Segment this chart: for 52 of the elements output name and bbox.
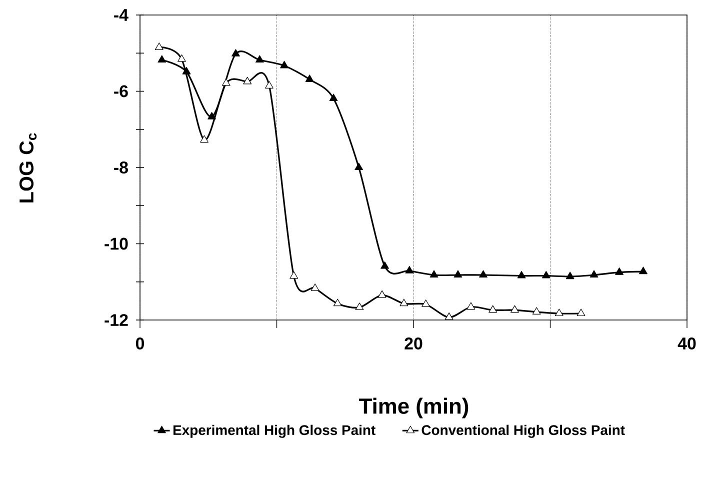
point — [517, 270, 526, 278]
point — [305, 74, 314, 82]
point — [566, 272, 574, 280]
point — [615, 268, 624, 275]
y-tick-label: -4 — [114, 9, 128, 21]
point — [232, 49, 240, 56]
point — [405, 266, 414, 274]
point — [243, 76, 252, 84]
point — [182, 66, 191, 74]
x-tick-label: 0 — [136, 338, 144, 350]
point — [222, 78, 230, 86]
point — [454, 270, 462, 278]
x-tick-label: 40 — [678, 338, 696, 350]
point — [576, 308, 586, 316]
point — [378, 290, 386, 298]
point — [333, 298, 342, 306]
point — [355, 302, 364, 310]
point — [200, 135, 208, 143]
point — [380, 261, 389, 269]
point — [310, 284, 320, 291]
point — [590, 270, 598, 278]
point — [158, 55, 166, 63]
point — [554, 308, 564, 316]
point — [488, 305, 498, 313]
y-tick-label: -8 — [114, 161, 128, 174]
point — [178, 54, 186, 62]
point — [400, 298, 408, 306]
y-axis-title: LOG C$_{c}$ — [19, 133, 37, 202]
point — [329, 94, 338, 102]
point — [354, 162, 364, 170]
point — [290, 271, 298, 279]
point — [466, 302, 476, 310]
point — [542, 270, 550, 278]
point — [532, 307, 541, 315]
y-tick-label: -6 — [114, 85, 128, 98]
point — [639, 266, 648, 274]
point — [280, 60, 288, 68]
legend-label: Experimental High Gloss Paint — [173, 424, 376, 438]
point — [510, 305, 519, 313]
x-tick-label: 20 — [404, 338, 422, 350]
y-tick-label: -12 — [104, 314, 128, 326]
point — [255, 55, 264, 63]
x-axis-title: Time (min) — [359, 398, 468, 418]
point — [265, 81, 274, 88]
point — [208, 112, 216, 120]
point — [422, 300, 430, 307]
legend-label: Conventional High Gloss Paint — [422, 424, 625, 438]
point — [479, 270, 488, 278]
y-tick-label: -10 — [104, 238, 128, 250]
point — [154, 42, 164, 50]
point — [444, 312, 454, 320]
point — [430, 270, 438, 278]
